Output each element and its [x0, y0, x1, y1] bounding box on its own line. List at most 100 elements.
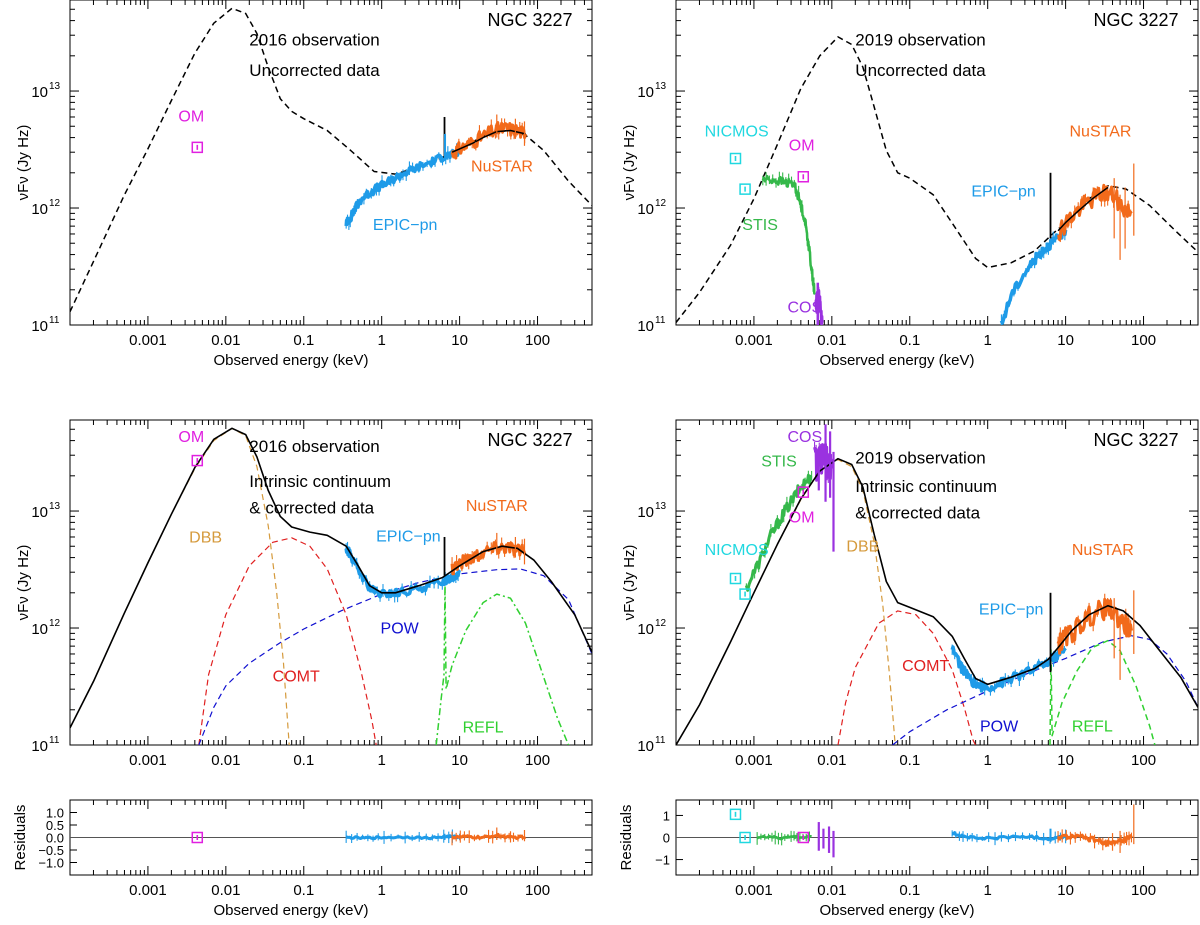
x-tick-label: 0.1 [293, 332, 314, 349]
x-tick-label: 100 [1131, 752, 1156, 769]
y-tick-label: 1 [663, 808, 670, 823]
y-tick-label: 1.0 [46, 806, 64, 821]
photometry-square [191, 831, 204, 844]
photometry-square [191, 141, 204, 154]
x-tick-label: 0.1 [899, 332, 920, 349]
component-label: COMT [902, 658, 949, 675]
series-epic-pn [950, 645, 1067, 693]
x-tick-label: 0.001 [129, 752, 167, 769]
axes-frame [675, 419, 1199, 746]
x-axis-label: Observed energy (keV) [819, 352, 974, 369]
component-label: STIS [742, 217, 778, 234]
photometry-errorbar [744, 591, 746, 597]
x-tick-label: 10 [1057, 882, 1074, 899]
component-label: OM [789, 509, 815, 526]
x-tick-label: 0.01 [817, 332, 846, 349]
panel-2016-uncorrected: 0.001 0.01 0.1 1 10 100 Observed energy (keV) 1… [15, 0, 593, 369]
component-label: COS [787, 429, 822, 446]
x-tick-label: 0.1 [899, 752, 920, 769]
photometry-errorbar [734, 156, 737, 162]
y-tick-label: −1.0 [38, 856, 64, 871]
x-tick-label: 10 [1057, 332, 1074, 349]
series-model-fit [451, 129, 526, 153]
x-tick-label: 100 [525, 752, 550, 769]
photometry-square [191, 454, 204, 467]
series-model-fit [1057, 186, 1109, 232]
series-stis [744, 473, 813, 592]
annotation-text: & corrected data [855, 504, 980, 523]
x-axis-label: Observed energy (keV) [213, 902, 368, 919]
x-tick-label: 1 [378, 882, 386, 899]
component-label: REFL [463, 719, 504, 736]
annotation-text: 2019 observation [855, 448, 985, 467]
annotation-text: Intrinsic continuum [855, 477, 997, 496]
axes-frame [69, 419, 593, 746]
photometry-square [797, 831, 810, 844]
series-comt [198, 537, 377, 745]
x-tick-label: 10 [451, 332, 468, 349]
photometry-errorbar [196, 835, 199, 840]
component-label: EPIC−pn [979, 602, 1043, 619]
component-label: EPIC−pn [373, 217, 437, 234]
x-tick-label: 1 [378, 332, 386, 349]
component-label: EPIC−pn [971, 184, 1035, 201]
photometry-errorbar [744, 186, 746, 192]
x-tick-label: 0.001 [735, 332, 773, 349]
y-tick-label: 10 [637, 318, 654, 335]
annotation-text: 2016 observation [249, 437, 379, 456]
component-label: STIS [761, 454, 797, 471]
y-tick-label: 10 [637, 738, 654, 755]
y-tick-label: 0 [663, 831, 670, 846]
y-axis-label: νFν (Jy Hz) [15, 125, 32, 201]
panel-2016-residuals: 0.001 0.01 0.1 1 10 100 Observed energy (keV) 1… [12, 799, 593, 919]
photometry-errorbar [196, 458, 199, 464]
y-axis-label: Residuals [618, 805, 635, 871]
y-tick-label: 0.0 [46, 831, 64, 846]
component-label: DBB [189, 529, 222, 546]
component-label: OM [178, 108, 204, 125]
x-tick-label: 10 [451, 752, 468, 769]
series-total-model [676, 457, 1198, 745]
annotation-text: NGC 3227 [1093, 430, 1178, 450]
y-tick-label: 10 [31, 201, 48, 218]
y-tick-exponent: 12 [655, 198, 667, 209]
y-tick-label: 10 [31, 318, 48, 335]
component-label: NICMOS [705, 542, 769, 559]
x-tick-label: 0.1 [293, 752, 314, 769]
component-label: NICMOS [705, 123, 769, 140]
y-tick-exponent: 11 [49, 315, 60, 326]
series-refl [435, 582, 570, 745]
x-tick-label: 1 [378, 752, 386, 769]
x-axis-label: Observed energy (keV) [213, 352, 368, 369]
component-label: COS [787, 299, 822, 316]
y-tick-exponent: 11 [655, 315, 666, 326]
plot-area [70, 827, 592, 846]
x-tick-label: 0.01 [211, 332, 240, 349]
photometry-square [797, 486, 810, 498]
y-axis-label: νFν (Jy Hz) [621, 545, 638, 621]
y-tick-label: 10 [31, 621, 48, 638]
y-tick-exponent: 12 [655, 618, 667, 629]
y-tick-exponent: 13 [49, 81, 61, 92]
y-tick-exponent: 13 [49, 501, 61, 512]
annotation-text: NGC 3227 [487, 430, 572, 450]
component-label: COMT [273, 668, 320, 685]
axes-frame [675, 0, 1199, 326]
component-label: EPIC−pn [376, 528, 440, 545]
y-tick-label: 0.5 [46, 818, 64, 833]
component-label: DBB [846, 539, 879, 556]
x-tick-label: 0.01 [817, 882, 846, 899]
y-tick-label: −1 [655, 853, 670, 868]
y-axis-label: νFν (Jy Hz) [621, 125, 638, 201]
plot-area [676, 36, 1198, 325]
x-tick-label: 1 [984, 752, 992, 769]
x-tick-label: 10 [1057, 752, 1074, 769]
annotation-text: NGC 3227 [1093, 10, 1178, 30]
series-comt [837, 610, 977, 745]
series-total-model [70, 427, 592, 729]
x-tick-label: 1 [984, 882, 992, 899]
y-axis-label: νFν (Jy Hz) [15, 545, 32, 621]
y-tick-exponent: 13 [655, 501, 667, 512]
